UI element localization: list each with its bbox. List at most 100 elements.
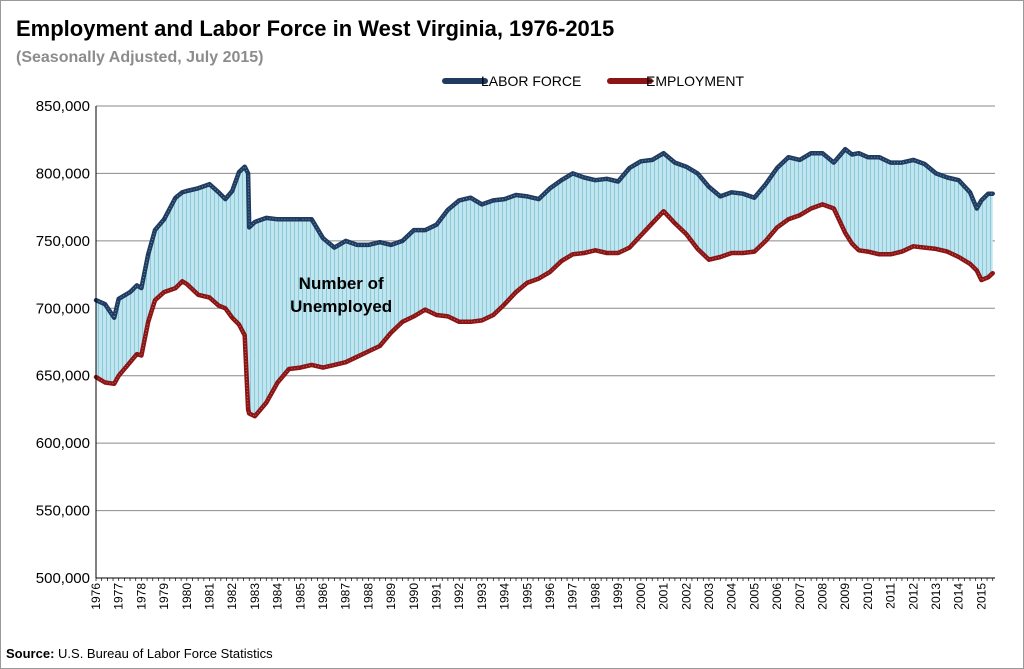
x-tick-label: 1988 [361, 583, 375, 610]
employment-point [867, 250, 869, 253]
x-tick-label: 2002 [679, 583, 693, 610]
employment-point [117, 374, 120, 377]
employment-point [987, 276, 989, 279]
employment-point [333, 364, 336, 366]
employment-point [492, 314, 495, 316]
y-tick-label: 600,000 [36, 435, 90, 452]
chart-subtitle: (Seasonally Adjusted, July 2015) [16, 49, 264, 66]
x-tick-label: 2007 [793, 583, 807, 610]
labor-force-point [799, 159, 801, 161]
labor-force-point [606, 178, 608, 180]
x-tick-label: 2009 [838, 583, 852, 610]
employment-point [640, 234, 642, 237]
annotation-line-2: Unemployed [290, 297, 392, 316]
x-tick-label: 1989 [384, 583, 398, 610]
employment-point [401, 321, 404, 323]
x-tick-label: 2006 [770, 583, 784, 610]
employment-point [276, 381, 279, 384]
x-tick-label: 1985 [293, 583, 307, 610]
x-tick-label: 1993 [475, 583, 489, 610]
labor-force-point [276, 218, 279, 221]
x-tick-label: 2011 [884, 583, 898, 609]
y-tick-label: 800,000 [36, 165, 90, 182]
labor-force-point [136, 284, 138, 287]
labor-force-point [810, 152, 812, 154]
labor-force-point [248, 226, 250, 229]
labor-force-point [696, 172, 699, 175]
employment-point [776, 226, 778, 229]
x-tick-label: 1996 [543, 583, 557, 610]
labor-force-point [492, 199, 495, 202]
employment-point [923, 246, 926, 249]
labor-force-point [217, 191, 220, 194]
labor-force-point [549, 187, 551, 190]
employment-point [248, 412, 250, 415]
employment-point [231, 316, 233, 319]
employment-point [662, 210, 665, 212]
x-tick-label: 2015 [974, 583, 988, 610]
x-tick-label: 1978 [134, 583, 148, 610]
labor-force-point [186, 190, 188, 192]
labor-force-point [976, 207, 978, 210]
x-tick-label: 2003 [702, 583, 716, 610]
labor-force-point [764, 183, 767, 185]
labor-force-point [708, 186, 710, 188]
labor-force-point [197, 187, 199, 190]
employment-point [469, 321, 472, 323]
employment-point [878, 253, 880, 256]
x-tick-label: 2012 [906, 583, 920, 610]
labor-force-point [224, 198, 227, 200]
employment-point [742, 252, 744, 254]
labor-force-point [571, 172, 574, 175]
employment-point [526, 281, 529, 284]
annotation-line-1: Number of [299, 274, 384, 293]
labor-force-point [435, 223, 438, 226]
x-tick-label: 2005 [747, 583, 761, 610]
employment-point [435, 314, 438, 316]
x-tick-label: 2000 [634, 583, 648, 610]
labor-force-point [867, 156, 869, 158]
employment-point [344, 361, 347, 364]
x-tick-label: 1997 [566, 583, 580, 610]
employment-point [154, 299, 156, 302]
labor-force-point [685, 165, 688, 168]
legend-label-employment: EMPLOYMENT [646, 73, 744, 89]
x-tick-label: 1998 [588, 583, 602, 610]
employment-point [104, 381, 106, 384]
employment-point [594, 249, 597, 252]
employment-point [858, 249, 860, 252]
employment-point [549, 271, 551, 273]
labor-force-point [730, 191, 733, 194]
employment-point [254, 415, 256, 418]
axes: 500,000 550,000 600,000 650,000 700,000 750,0… [36, 98, 995, 610]
x-tick-label: 2001 [657, 583, 671, 610]
x-tick-label: 1990 [407, 583, 421, 610]
y-tick-label: 550,000 [36, 503, 90, 520]
chart-title: Employment and Labor Force in West Virgi… [16, 16, 615, 41]
labor-force-point [174, 196, 177, 199]
employment-point [685, 233, 688, 235]
labor-force-point [662, 152, 665, 154]
labor-force-point [367, 244, 370, 246]
unemployed-band [96, 149, 993, 417]
employment-point [821, 203, 824, 206]
employment-point [753, 250, 756, 253]
employment-point [481, 319, 483, 322]
employment-point [224, 307, 227, 310]
employment-point [889, 253, 892, 256]
employment-point [651, 222, 653, 225]
employment-point [310, 364, 313, 366]
x-tick-label: 2004 [725, 583, 739, 610]
employment-point [617, 252, 619, 254]
labor-force-point [617, 180, 619, 183]
labor-force-point [265, 217, 268, 219]
labor-force-point [537, 198, 540, 200]
employment-point [833, 207, 835, 210]
labor-force-point [231, 190, 233, 192]
labor-force-point [821, 152, 824, 154]
labor-force-point [935, 172, 937, 175]
x-tick-label: 2013 [929, 583, 943, 610]
x-tick-label: 2014 [952, 583, 966, 610]
employment-point [367, 350, 370, 353]
